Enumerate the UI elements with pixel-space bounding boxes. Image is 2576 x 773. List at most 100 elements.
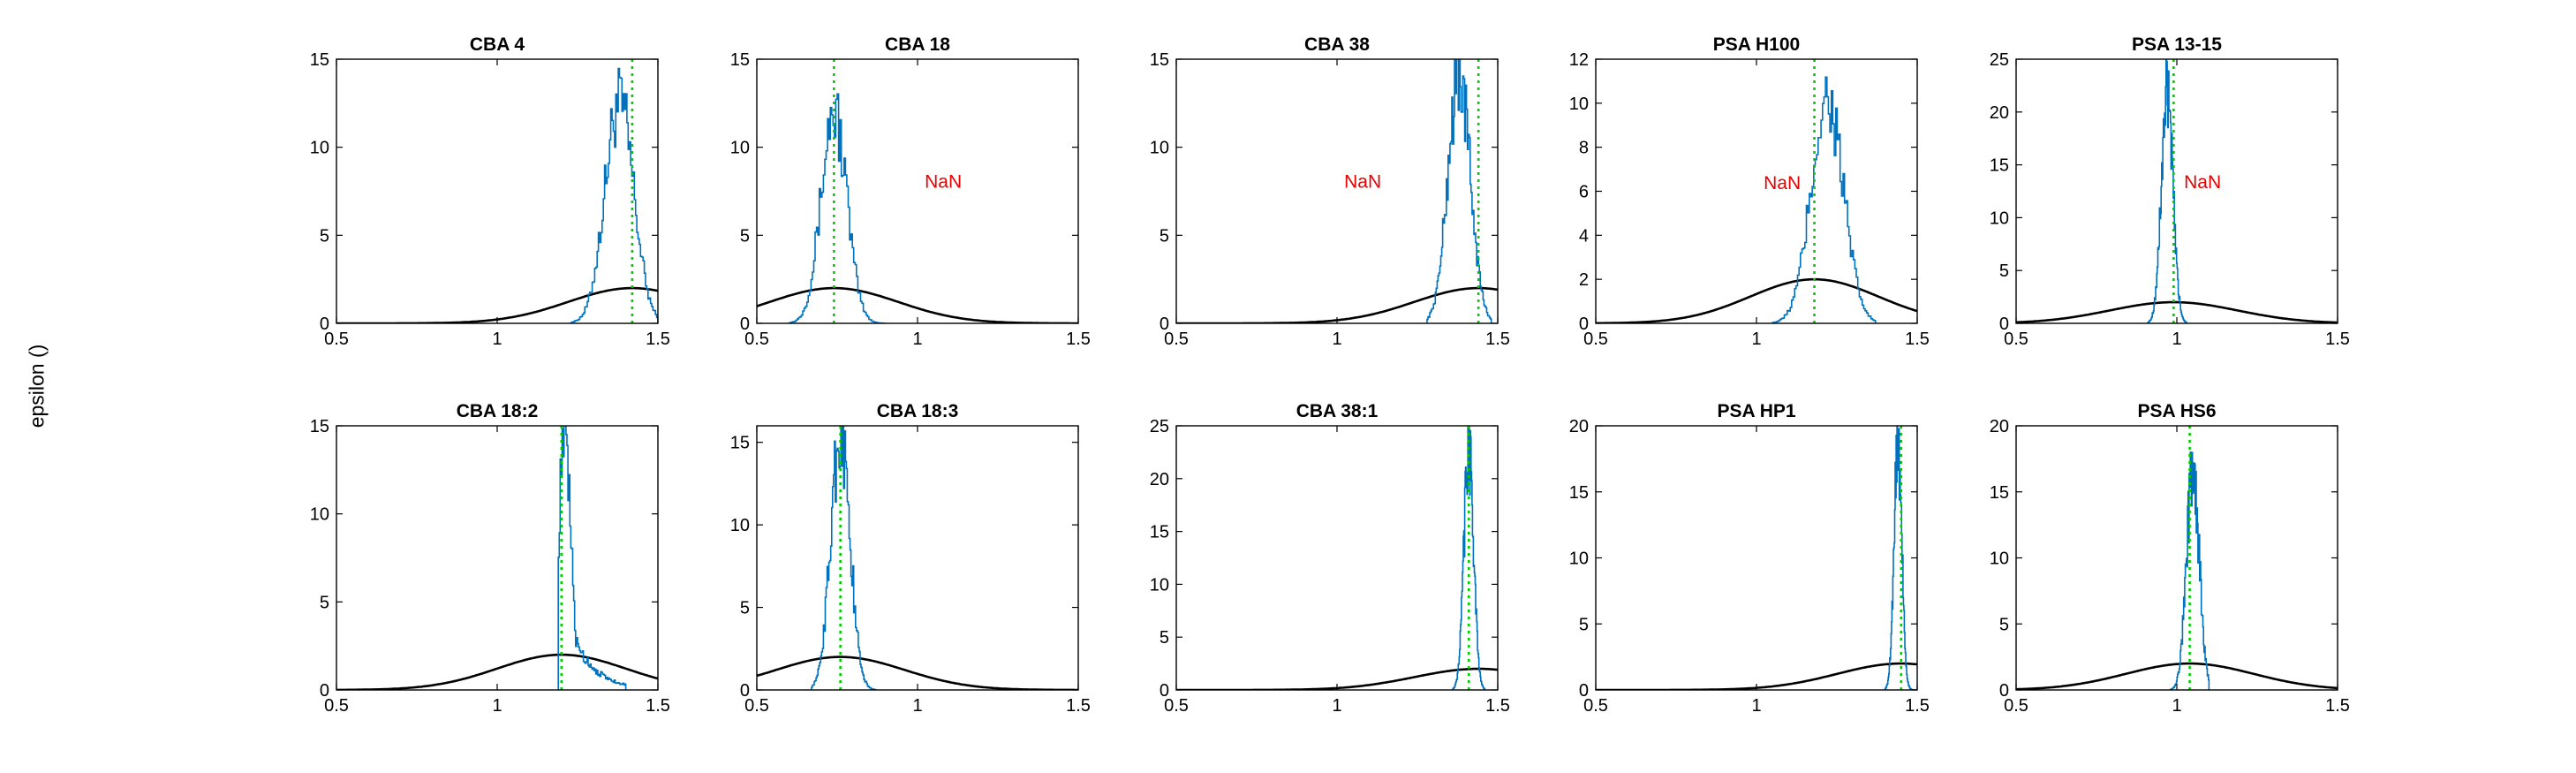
axes-box <box>1175 58 1499 324</box>
y-tick-label: 0 <box>740 315 750 334</box>
y-tick-label: 5 <box>1579 615 1589 634</box>
axes-box <box>756 58 1079 324</box>
y-tick-label: 10 <box>730 516 750 535</box>
subplot-title: CBA 18:3 <box>877 401 959 421</box>
posterior-histogram <box>2147 59 2187 323</box>
y-tick-label: 15 <box>1150 523 1169 542</box>
x-tick-label: 1 <box>492 696 502 716</box>
y-tick-label: 5 <box>740 226 750 246</box>
nan-label: NaN <box>1344 172 1381 193</box>
nan-label: NaN <box>925 172 962 193</box>
y-tick-label: 25 <box>1150 417 1169 436</box>
y-tick-label: 20 <box>1569 417 1589 436</box>
x-tick-label: 0.5 <box>744 330 769 349</box>
y-tick-label: 15 <box>730 50 750 70</box>
axes-box <box>756 425 1079 691</box>
x-tick-label: 1 <box>1751 696 1761 716</box>
y-tick-label: 5 <box>320 226 329 246</box>
subplot-9: PSA HP1 0.5 1 1.5 0 5 10 15 20 <box>1569 401 1930 716</box>
nan-label: NaN <box>1764 173 1801 193</box>
y-tick-label: 12 <box>1569 50 1589 70</box>
x-tick-label: 1 <box>1332 696 1341 716</box>
y-tick-label: 5 <box>740 599 750 618</box>
y-tick-label: 25 <box>1990 50 2009 70</box>
subplot-6: CBA 18:2 0.5 1 1.5 0 5 10 15 <box>310 401 670 716</box>
x-tick-label: 0.5 <box>2004 696 2028 716</box>
subplot-title: PSA H100 <box>1713 34 1800 55</box>
x-tick-label: 1 <box>1332 330 1341 349</box>
subplot-4: PSA H100 NaN 0.5 1 1.5 0 2 4 6 8 10 12 <box>1569 34 1930 349</box>
y-tick-label: 6 <box>1579 183 1589 202</box>
y-tick-label: 10 <box>1569 95 1589 114</box>
y-tick-label: 15 <box>730 434 750 453</box>
subplot-title: CBA 18:2 <box>457 401 539 421</box>
subplot-title: CBA 4 <box>470 34 525 55</box>
subplot-title: PSA 13-15 <box>2132 34 2222 55</box>
y-tick-label: 0 <box>1579 315 1589 334</box>
posterior-histogram <box>788 93 887 323</box>
y-tick-label: 15 <box>310 417 329 436</box>
x-tick-label: 1 <box>492 330 502 349</box>
x-tick-label: 1.5 <box>1905 696 1930 716</box>
subplot-title: PSA HS6 <box>2137 401 2216 421</box>
axes-box <box>336 58 659 324</box>
subplot-title: CBA 38:1 <box>1296 401 1379 421</box>
x-tick-label: 1.5 <box>1485 330 1510 349</box>
posterior-histogram <box>1426 59 1492 323</box>
y-tick-label: 15 <box>1569 483 1589 503</box>
subplot-8: CBA 38:1 0.5 1 1.5 0 5 10 15 20 25 <box>1150 401 1510 716</box>
y-tick-label: 0 <box>1160 315 1169 334</box>
y-tick-label: 5 <box>1999 261 2009 281</box>
x-tick-label: 1 <box>1751 330 1761 349</box>
x-tick-label: 1.5 <box>1066 330 1091 349</box>
axes-box <box>2015 58 2338 324</box>
y-tick-label: 15 <box>1990 156 2009 176</box>
y-tick-label: 10 <box>310 505 329 525</box>
y-tick-label: 10 <box>1150 575 1169 595</box>
subplot-title: CBA 38 <box>1304 34 1370 55</box>
x-tick-label: 0.5 <box>324 696 349 716</box>
posterior-histogram <box>811 426 877 690</box>
posterior-histogram <box>1452 426 1486 690</box>
x-tick-label: 1.5 <box>646 696 670 716</box>
y-tick-label: 0 <box>1999 681 2009 701</box>
subplot-3: CBA 38 NaN 0.5 1 1.5 0 5 10 15 <box>1150 34 1510 349</box>
subplot-5: PSA 13-15 NaN 0.5 1 1.5 0 5 10 15 20 25 <box>1990 34 2350 349</box>
prior-curve <box>1596 277 1917 323</box>
y-tick-label: 4 <box>1579 226 1589 246</box>
x-tick-label: 1.5 <box>646 330 670 349</box>
x-tick-label: 1.5 <box>2325 330 2350 349</box>
x-tick-label: 0.5 <box>744 696 769 716</box>
x-tick-label: 0.5 <box>1583 330 1608 349</box>
x-tick-label: 1 <box>912 696 922 716</box>
y-tick-label: 5 <box>320 593 329 612</box>
prior-curve <box>2016 300 2338 323</box>
y-tick-label: 10 <box>1569 549 1589 569</box>
y-tick-label: 2 <box>1579 270 1589 290</box>
x-tick-label: 1.5 <box>1485 696 1510 716</box>
posterior-histogram <box>2169 451 2210 690</box>
subplot-1: CBA 4 0.5 1 1.5 0 5 10 15 <box>310 34 670 349</box>
y-tick-label: 5 <box>1160 628 1169 648</box>
y-tick-label: 0 <box>1999 315 2009 334</box>
prior-curve <box>336 653 658 690</box>
axes-box <box>2015 425 2338 691</box>
x-tick-label: 0.5 <box>1164 330 1189 349</box>
x-tick-label: 0.5 <box>2004 330 2028 349</box>
subplot-7: CBA 18:3 0.5 1 1.5 0 5 10 15 <box>730 401 1091 716</box>
y-tick-label: 10 <box>1990 549 2009 569</box>
y-tick-label: 20 <box>1990 417 2009 436</box>
y-tick-label: 0 <box>740 681 750 701</box>
prior-curve <box>2016 662 2338 690</box>
x-tick-label: 1 <box>912 330 922 349</box>
y-tick-label: 15 <box>310 50 329 70</box>
figure-y-label: epsilon () <box>25 344 49 428</box>
y-tick-label: 10 <box>310 139 329 158</box>
y-tick-label: 15 <box>1150 50 1169 70</box>
x-tick-label: 1 <box>2172 696 2181 716</box>
posterior-histogram <box>1884 426 1917 690</box>
x-tick-label: 1.5 <box>1066 696 1091 716</box>
x-tick-label: 1 <box>2172 330 2181 349</box>
y-tick-label: 20 <box>1990 103 2009 123</box>
